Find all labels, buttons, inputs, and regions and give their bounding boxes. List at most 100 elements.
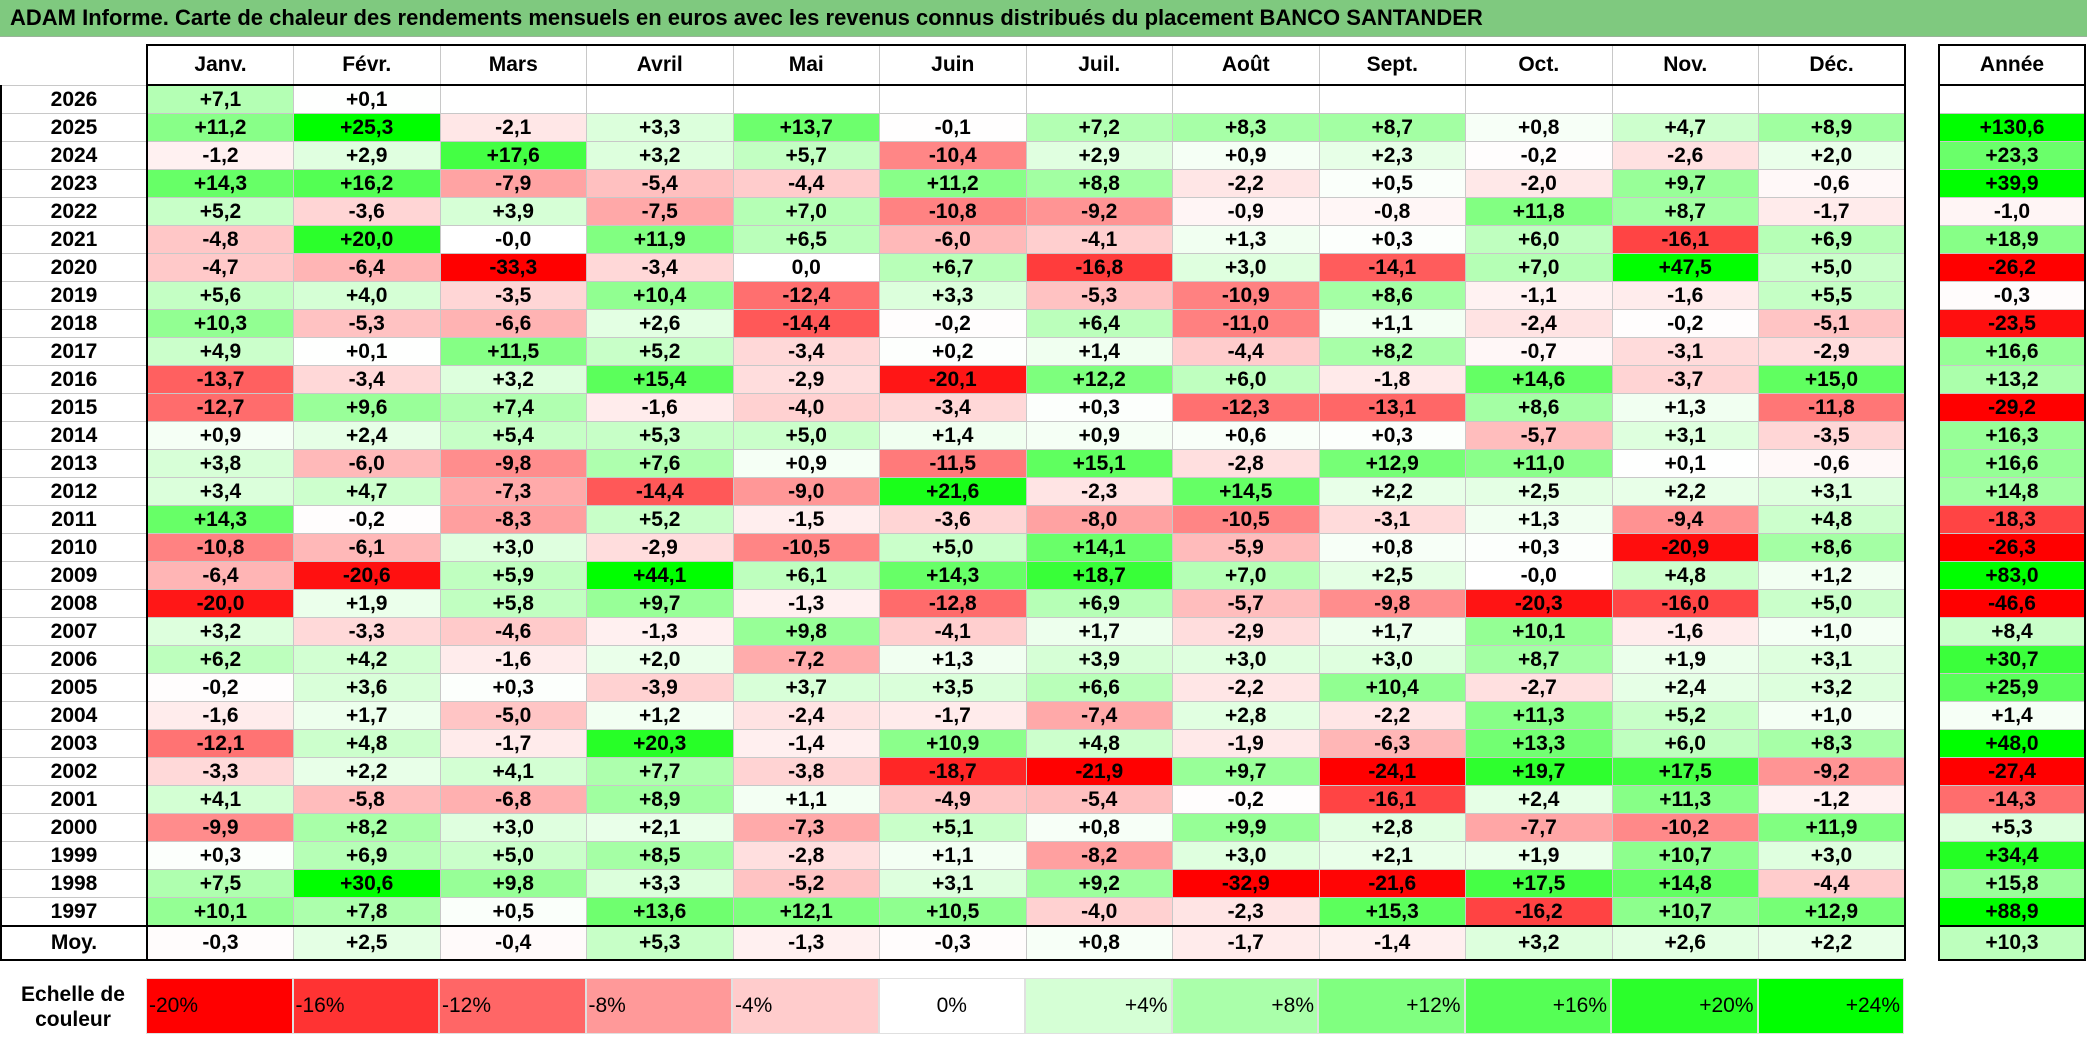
heat-cell: -10,5 xyxy=(732,533,880,562)
heat-cell: +4,7 xyxy=(1611,113,1759,142)
heat-cell: +2,9 xyxy=(1025,141,1173,170)
heat-cell: +15,3 xyxy=(1318,897,1466,927)
month-header: Févr. xyxy=(293,44,441,86)
heat-cell: -6,8 xyxy=(439,785,587,814)
heat-cell: -12,3 xyxy=(1172,393,1320,422)
average-cell: +3,2 xyxy=(1465,925,1613,961)
heat-cell: +17,6 xyxy=(439,141,587,170)
heat-cell: +2,6 xyxy=(586,309,734,338)
table-row: 2016 -13,7 -3,4 +3,2 +15,4 -2,9 -20,1 +12,2 +6,0… xyxy=(0,365,1906,394)
average-label: Moy. xyxy=(0,925,148,961)
heat-cell: -5,7 xyxy=(1172,589,1320,618)
heat-cell: +3,3 xyxy=(586,113,734,142)
year-label: 2024 xyxy=(0,141,148,170)
heat-cell: -7,2 xyxy=(732,645,880,674)
heat-cell: -4,6 xyxy=(439,617,587,646)
heat-cell: -6,6 xyxy=(439,309,587,338)
heat-cell: +14,3 xyxy=(879,561,1027,590)
table-row: 2001 +4,1 -5,8 -6,8 +8,9 +1,1 -4,9 -5,4 -0,2 -16,… xyxy=(0,785,1906,814)
heat-cell: -1,3 xyxy=(732,589,880,618)
year-label: 2009 xyxy=(0,561,148,590)
heat-cell: +7,4 xyxy=(439,393,587,422)
table-row: 2005 -0,2 +3,6 +0,3 -3,9 +3,7 +3,5 +6,6 -2,2 +10,… xyxy=(0,673,1906,702)
heat-cell: -3,6 xyxy=(293,197,441,226)
heat-cell: +8,6 xyxy=(1318,281,1466,310)
heat-cell: +7,6 xyxy=(586,449,734,478)
heat-cell: +6,5 xyxy=(732,225,880,254)
heat-cell: +1,2 xyxy=(586,701,734,730)
heat-cell: -8,2 xyxy=(1025,841,1173,870)
heat-cell: +12,2 xyxy=(1025,365,1173,394)
heat-cell: -1,6 xyxy=(439,645,587,674)
average-cell: -0,3 xyxy=(879,925,1027,961)
annual-row: +23,3 xyxy=(1938,141,2086,170)
annual-cell: -26,3 xyxy=(1938,533,2086,562)
heat-cell: +1,3 xyxy=(879,645,1027,674)
corner-cell xyxy=(1,45,147,85)
heat-cell: -7,9 xyxy=(439,169,587,198)
annual-cell: -18,3 xyxy=(1938,505,2086,534)
heat-cell xyxy=(1465,84,1613,114)
heat-cell: -2,4 xyxy=(1465,309,1613,338)
heat-cell: +3,2 xyxy=(146,617,294,646)
table-row: 2010 -10,8 -6,1 +3,0 -2,9 -10,5 +5,0 +14,1 -5,9 +… xyxy=(0,533,1906,562)
heat-cell: +3,8 xyxy=(146,449,294,478)
annual-row: +1,4 xyxy=(1938,701,2086,730)
heat-cell: -14,4 xyxy=(586,477,734,506)
heat-cell: +2,0 xyxy=(586,645,734,674)
heat-cell: -1,9 xyxy=(1172,729,1320,758)
heat-cell: +25,3 xyxy=(293,113,441,142)
heat-cell: -12,1 xyxy=(146,729,294,758)
heat-cell: -0,8 xyxy=(1318,197,1466,226)
table-row: 2020 -4,7 -6,4 -33,3 -3,4 0,0 +6,7 -16,8 +3,0 -14… xyxy=(0,253,1906,282)
heat-cell: +9,6 xyxy=(293,393,441,422)
heat-cell: -0,2 xyxy=(293,505,441,534)
annual-row: +13,2 xyxy=(1938,365,2086,394)
heat-cell: +8,7 xyxy=(1318,113,1466,142)
heat-cell: +3,9 xyxy=(439,197,587,226)
heat-cell: +8,2 xyxy=(293,813,441,842)
heat-cell: -7,3 xyxy=(732,813,880,842)
heat-cell: -12,8 xyxy=(879,589,1027,618)
heat-cell: -4,0 xyxy=(1025,897,1173,927)
heat-cell: +5,5 xyxy=(1758,281,1906,310)
table-row: 2022 +5,2 -3,6 +3,9 -7,5 +7,0 -10,8 -9,2 -0,9 -0,… xyxy=(0,197,1906,226)
heat-cell: +10,7 xyxy=(1611,897,1759,927)
table-row: 2004 -1,6 +1,7 -5,0 +1,2 -2,4 -1,7 -7,4 +2,8 -2,2… xyxy=(0,701,1906,730)
annual-cell: -27,4 xyxy=(1938,757,2086,786)
table-row: 2011 +14,3 -0,2 -8,3 +5,2 -1,5 -3,6 -8,0 -10,5 -3… xyxy=(0,505,1906,534)
heat-cell: +5,0 xyxy=(879,533,1027,562)
month-header: Oct. xyxy=(1465,44,1613,86)
table-row: 2021 -4,8 +20,0 -0,0 +11,9 +6,5 -6,0 -4,1 +1,3 +0… xyxy=(0,225,1906,254)
heat-cell: +1,3 xyxy=(1465,505,1613,534)
heat-cell: -10,8 xyxy=(146,533,294,562)
heat-cell: +0,3 xyxy=(1318,421,1466,450)
heat-cell: +0,8 xyxy=(1025,813,1173,842)
heat-cell: +11,8 xyxy=(1465,197,1613,226)
heat-cell: +3,1 xyxy=(1758,645,1906,674)
table-row: 2017 +4,9 +0,1 +11,5 +5,2 -3,4 +0,2 +1,4 -4,4 +8,… xyxy=(0,337,1906,366)
heat-cell: -2,9 xyxy=(586,533,734,562)
heat-cell: +1,0 xyxy=(1758,617,1906,646)
heat-cell: -13,7 xyxy=(146,365,294,394)
year-label: 2014 xyxy=(0,421,148,450)
year-label: 2006 xyxy=(0,645,148,674)
heat-cell: +11,9 xyxy=(1758,813,1906,842)
heat-cell: +9,7 xyxy=(586,589,734,618)
heatmap-table: Janv. Févr. Mars Avril Mai Juin Juil. Août Sept.… xyxy=(0,44,1906,961)
heat-cell: +4,9 xyxy=(146,337,294,366)
heat-cell: +0,3 xyxy=(1318,225,1466,254)
heat-cell: -0,2 xyxy=(1611,309,1759,338)
color-scale-step: -12% xyxy=(439,978,586,1034)
heat-cell: +11,5 xyxy=(439,337,587,366)
heat-cell: +11,9 xyxy=(586,225,734,254)
heat-cell: -1,1 xyxy=(1465,281,1613,310)
heat-cell: +8,6 xyxy=(1758,533,1906,562)
month-header: Déc. xyxy=(1758,44,1906,86)
heat-cell: +9,9 xyxy=(1172,813,1320,842)
year-label: 2011 xyxy=(0,505,148,534)
color-scale-step: -20% xyxy=(146,978,293,1034)
year-label: 2018 xyxy=(0,309,148,338)
heat-cell: -2,9 xyxy=(1172,617,1320,646)
heat-cell: +0,2 xyxy=(879,337,1027,366)
